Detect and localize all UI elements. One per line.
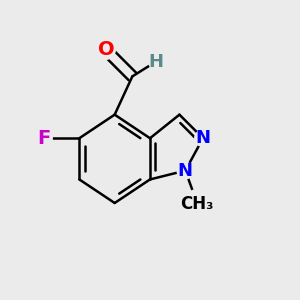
Text: CH₃: CH₃ — [180, 196, 214, 214]
Circle shape — [96, 40, 115, 59]
Text: F: F — [38, 129, 51, 148]
Text: N: N — [196, 129, 211, 147]
Text: O: O — [98, 40, 114, 59]
Circle shape — [184, 190, 210, 216]
Circle shape — [195, 130, 211, 146]
Circle shape — [36, 130, 52, 146]
Circle shape — [177, 162, 194, 179]
Text: N: N — [178, 162, 193, 180]
Circle shape — [148, 54, 163, 69]
Text: H: H — [148, 53, 164, 71]
